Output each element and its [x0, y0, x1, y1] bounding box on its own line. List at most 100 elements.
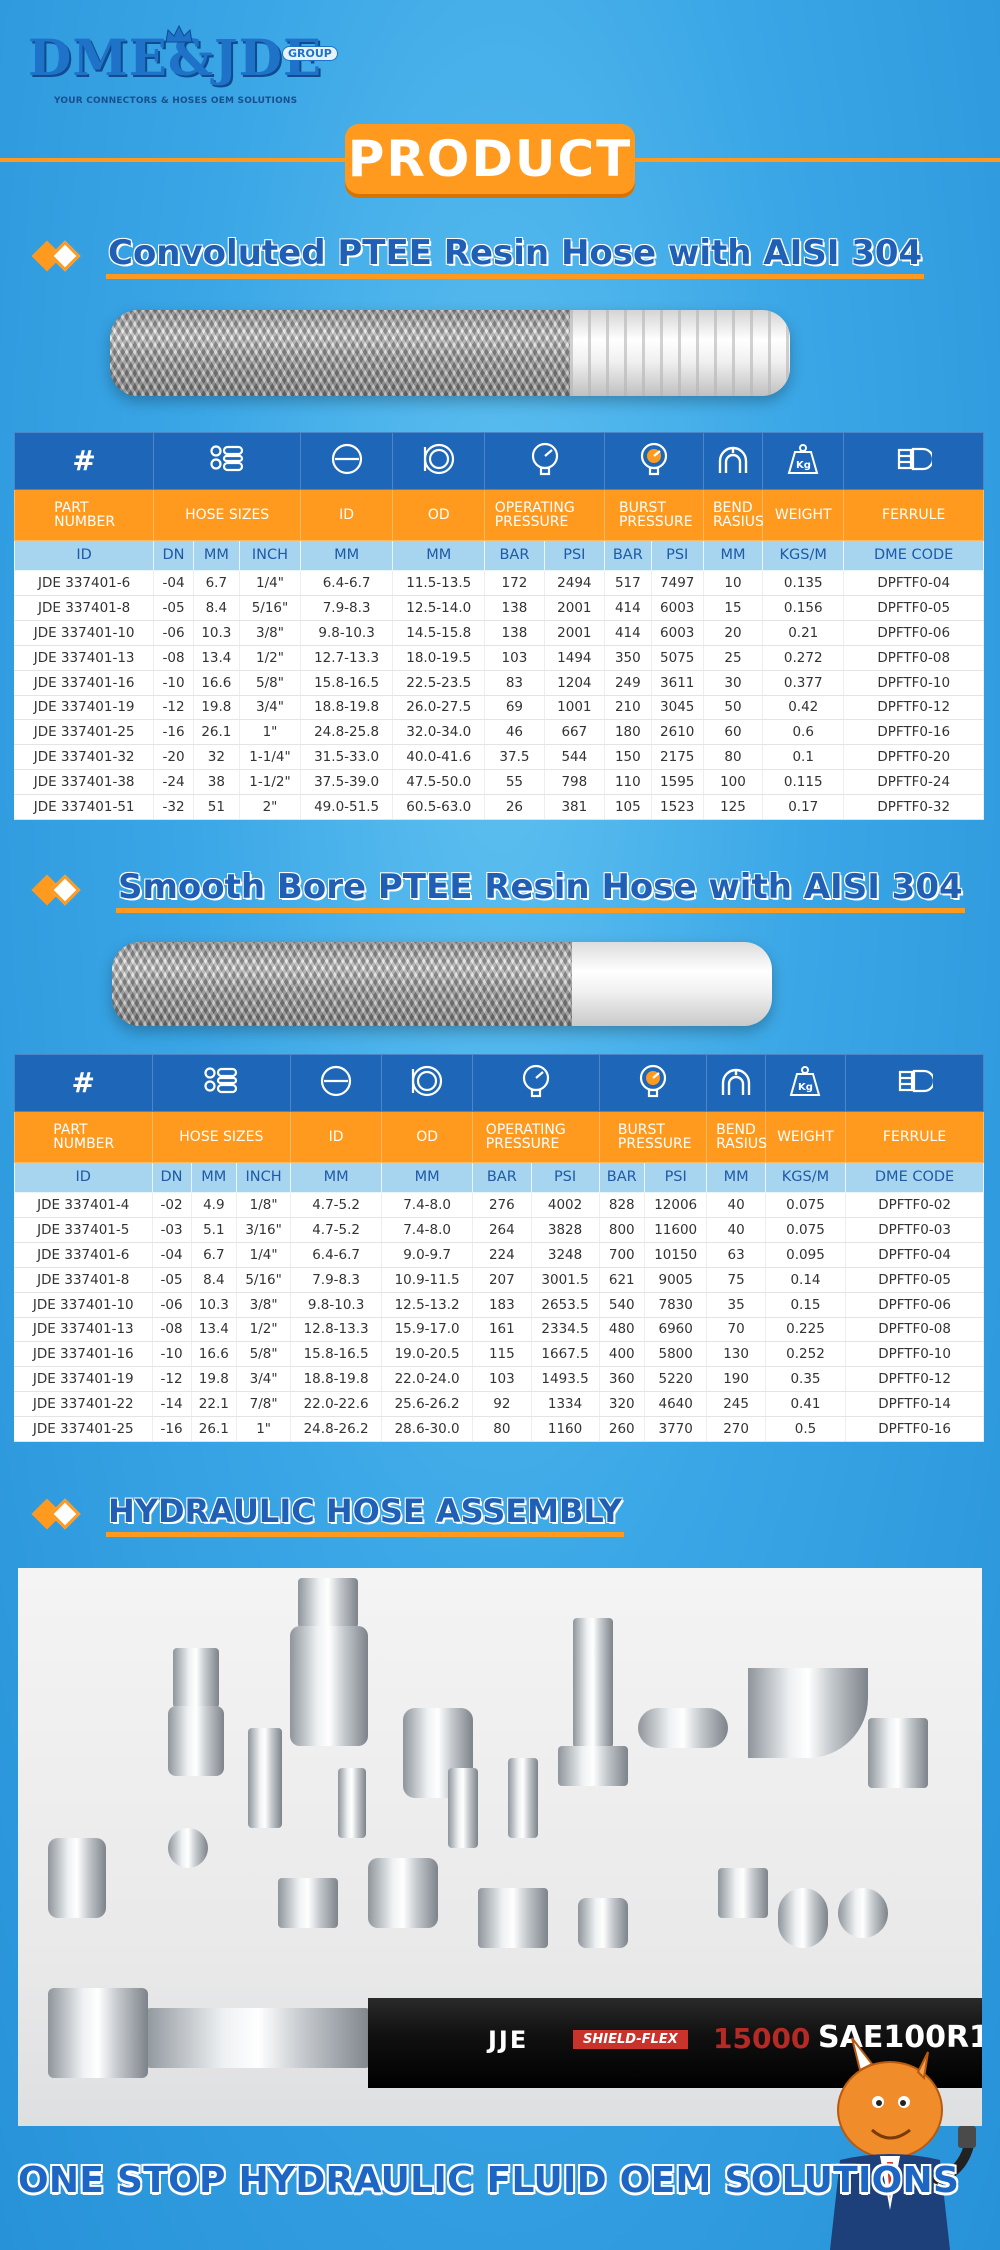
table-cell: 6003 — [650, 619, 704, 646]
unit-cell: DME CODE — [845, 1161, 984, 1194]
table-cell: 4.7-5.2 — [290, 1217, 383, 1243]
table-cell: 38 — [192, 769, 240, 795]
table-cell: 249 — [604, 669, 652, 696]
table-cell: JDE 337401-16 — [13, 669, 155, 696]
table-cell: 0.17 — [762, 794, 845, 820]
table-cell: 15 — [702, 595, 764, 621]
fitting-straight-3 — [508, 1758, 538, 1838]
table-cell: 5800 — [644, 1341, 708, 1368]
column-label: OD — [392, 488, 486, 541]
table-cell: JDE 337401-19 — [13, 694, 155, 721]
fitting-bent — [638, 1708, 728, 1748]
table-cell: 26 — [484, 794, 545, 820]
table-cell: -10 — [151, 1341, 192, 1368]
logo-tagline: YOUR CONNECTORS & HOSES OEM SOLUTIONS — [54, 96, 298, 106]
table-cell: 26.1 — [190, 1416, 238, 1442]
table-cell: 1160 — [530, 1416, 600, 1442]
table-cell: 8.4 — [192, 595, 240, 621]
table-row: JDE 337401-4 -02 4.9 1/8" 4.7-5.2 7.4-8.0 276 4… — [14, 1192, 984, 1218]
pressure-gauge-icon — [484, 432, 606, 490]
black-hydraulic-hose: JJE SHIELD-FLEX 15000 SAE100R13 — [368, 1998, 982, 2088]
table-cell: 1/4" — [236, 1241, 292, 1268]
table-cell: 12006 — [644, 1192, 708, 1218]
table-cell: JDE 337401-25 — [13, 719, 155, 746]
table-cell: 49.0-51.5 — [300, 794, 394, 820]
table-cell: 3/8" — [236, 1291, 292, 1318]
table-cell: 103 — [472, 1366, 532, 1393]
table-row: JDE 337401-16 -10 16.6 5/8" 15.8-16.5 19.0-20… — [14, 1341, 984, 1368]
table-cell: -12 — [151, 1366, 192, 1393]
unit-cell: MM — [192, 539, 240, 572]
table-cell: 1/4" — [238, 570, 302, 596]
table-cell: 161 — [472, 1316, 532, 1343]
table-cell: 9.8-10.3 — [290, 1291, 383, 1318]
unit-cell: ID — [14, 1161, 153, 1194]
table-cell: 13.4 — [190, 1316, 238, 1343]
table-cell: JDE 337401-6 — [14, 1241, 153, 1268]
table-cell: 3248 — [530, 1241, 600, 1268]
table-cell: 22.1 — [190, 1391, 238, 1417]
table-cell: JDE 337401-13 — [13, 644, 155, 671]
table-cell: 110 — [604, 769, 652, 795]
table-cell: DPFTF0-16 — [843, 719, 984, 746]
table-cell: 80 — [472, 1416, 532, 1442]
table-cell: 18.0-19.5 — [392, 644, 486, 671]
column-label: HOSE SIZES — [153, 488, 302, 541]
table-cell: 5/8" — [236, 1341, 292, 1368]
table-cell: 190 — [706, 1366, 766, 1393]
table-cell: 3/4" — [238, 694, 302, 721]
table-cell: 320 — [598, 1391, 646, 1417]
od-circle-icon — [392, 432, 486, 490]
table-cell: 55 — [484, 769, 545, 795]
table-cell: 1667.5 — [530, 1341, 600, 1368]
id-circle-icon — [290, 1054, 383, 1112]
table-cell: 414 — [604, 619, 652, 646]
column-label: BEND RASIUS — [702, 488, 764, 541]
fitting-90-elbow — [748, 1668, 868, 1758]
table-cell: 6.4-6.7 — [290, 1241, 383, 1268]
table-cell: DPFTF0-05 — [843, 595, 984, 621]
table-cell: 15.8-16.5 — [300, 669, 394, 696]
section-2-title: Smooth Bore PTEE Resin Hose with AISI 30… — [116, 866, 965, 913]
table-cell: 5075 — [650, 644, 704, 671]
table-cell: JDE 337401-6 — [13, 570, 155, 596]
column-label: WEIGHT — [762, 488, 845, 541]
table-cell: 517 — [604, 570, 652, 596]
diamond-bullet-icon — [30, 873, 90, 907]
table-cell: 0.135 — [762, 570, 845, 596]
hash-icon: # — [13, 432, 155, 490]
crimped-ferrule — [143, 2008, 373, 2068]
table-cell: DPFTF0-14 — [845, 1391, 984, 1417]
table-cell: JDE 337401-8 — [14, 1266, 153, 1293]
table-cell: 25.6-26.2 — [381, 1391, 474, 1417]
diamond-bullet-icon — [30, 1497, 90, 1531]
table-cell: 264 — [472, 1217, 532, 1243]
hash-icon: # — [14, 1054, 153, 1112]
hose-brand: JJE — [488, 2026, 529, 2054]
table-row: JDE 337401-10 -06 10.3 3/8" 9.8-10.3 14.5-15.… — [13, 619, 984, 646]
elbow-fitting-3 — [578, 1898, 628, 1948]
burst-gauge-icon — [604, 432, 704, 490]
table-cell: 3001.5 — [530, 1266, 600, 1293]
table-cell: 828 — [598, 1192, 646, 1218]
table-cell: 20 — [702, 619, 764, 646]
table-cell: -32 — [153, 794, 194, 820]
table-cell: 4.7-5.2 — [290, 1192, 383, 1218]
table-cell: 13.4 — [192, 644, 240, 671]
table-cell: 10.9-11.5 — [381, 1266, 474, 1293]
table-cell: JDE 337401-10 — [13, 619, 155, 646]
rhino-mascot-icon — [830, 2037, 976, 2250]
ferrule-ring-2 — [778, 1888, 828, 1948]
table-cell: 70 — [706, 1316, 766, 1343]
unit-cell: PSI — [530, 1161, 600, 1194]
table-cell: DPFTF0-32 — [843, 794, 984, 820]
table-cell: 1493.5 — [530, 1366, 600, 1393]
table-row: JDE 337401-22 -14 22.1 7/8" 22.0-22.6 25.6-26… — [14, 1391, 984, 1417]
table-cell: 1494 — [543, 644, 606, 671]
svg-text:Kg: Kg — [798, 1082, 813, 1093]
table-cell: 22.5-23.5 — [392, 669, 486, 696]
table-cell: 360 — [598, 1366, 646, 1393]
table-cell: -14 — [151, 1391, 192, 1417]
fitting-sleeve — [290, 1626, 368, 1746]
table-cell: 3770 — [644, 1416, 708, 1442]
